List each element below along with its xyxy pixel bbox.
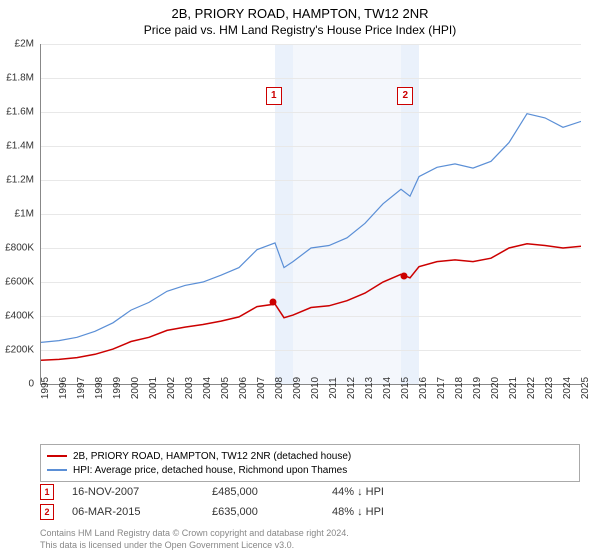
marker-2: 2 <box>397 87 413 105</box>
y-axis-label: £1.2M <box>6 175 34 186</box>
y-axis-label: £1.8M <box>6 73 34 84</box>
legend-item: HPI: Average price, detached house, Rich… <box>47 463 573 477</box>
y-axis-label: £800K <box>5 243 34 254</box>
legend: 2B, PRIORY ROAD, HAMPTON, TW12 2NR (deta… <box>40 444 580 482</box>
chart-container: 2B, PRIORY ROAD, HAMPTON, TW12 2NR Price… <box>0 0 600 560</box>
plot-area: 12 <box>40 44 581 385</box>
x-axis-label: 2008 <box>274 377 285 399</box>
x-axis-label: 2006 <box>238 377 249 399</box>
chart-title: 2B, PRIORY ROAD, HAMPTON, TW12 2NR <box>0 6 600 21</box>
marker-dot-1 <box>269 298 276 305</box>
footer-line1: Contains HM Land Registry data © Crown c… <box>40 528 580 540</box>
x-axis-label: 2012 <box>346 377 357 399</box>
x-axis-label: 2000 <box>130 377 141 399</box>
series-property <box>41 244 581 360</box>
transaction-row: 2 06-MAR-2015£635,00048% ↓ HPI <box>40 502 580 522</box>
x-axis-label: 2003 <box>184 377 195 399</box>
x-axis-label: 2024 <box>562 377 573 399</box>
y-axis-label: £600K <box>5 277 34 288</box>
txn-diff: 48% ↓ HPI <box>332 506 384 518</box>
x-axis-label: 1995 <box>40 377 51 399</box>
y-axis-label: £2M <box>15 39 34 50</box>
x-axis-label: 2019 <box>472 377 483 399</box>
line-plot <box>41 44 581 384</box>
x-axis-label: 2016 <box>418 377 429 399</box>
txn-date: 06-MAR-2015 <box>72 506 212 518</box>
x-axis-label: 2017 <box>436 377 447 399</box>
x-axis-label: 1999 <box>112 377 123 399</box>
txn-marker: 2 <box>40 504 54 520</box>
x-axis-label: 2007 <box>256 377 267 399</box>
x-axis-label: 2005 <box>220 377 231 399</box>
txn-date: 16-NOV-2007 <box>72 486 212 498</box>
legend-label: HPI: Average price, detached house, Rich… <box>73 465 347 476</box>
x-axis-label: 2013 <box>364 377 375 399</box>
legend-item: 2B, PRIORY ROAD, HAMPTON, TW12 2NR (deta… <box>47 449 573 463</box>
txn-price: £635,000 <box>212 506 332 518</box>
x-axis-label: 2018 <box>454 377 465 399</box>
x-axis-label: 2021 <box>508 377 519 399</box>
x-axis-label: 2022 <box>526 377 537 399</box>
x-axis-label: 2020 <box>490 377 501 399</box>
x-axis-label: 2011 <box>328 377 339 399</box>
x-axis-label: 2025 <box>580 377 591 399</box>
x-axis-label: 1998 <box>94 377 105 399</box>
y-axis-label: £1.4M <box>6 141 34 152</box>
footer-attribution: Contains HM Land Registry data © Crown c… <box>40 528 580 551</box>
marker-dot-2 <box>401 273 408 280</box>
x-axis-label: 1997 <box>76 377 87 399</box>
x-axis-label: 2009 <box>292 377 303 399</box>
marker-1: 1 <box>266 87 282 105</box>
footer-line2: This data is licensed under the Open Gov… <box>40 540 580 552</box>
chart-area: 12 0£200K£400K£600K£800K£1M£1.2M£1.4M£1.… <box>40 44 580 404</box>
x-axis-label: 2010 <box>310 377 321 399</box>
x-axis-label: 2002 <box>166 377 177 399</box>
x-axis-label: 2014 <box>382 377 393 399</box>
legend-label: 2B, PRIORY ROAD, HAMPTON, TW12 2NR (deta… <box>73 451 351 462</box>
txn-marker: 1 <box>40 484 54 500</box>
chart-subtitle: Price paid vs. HM Land Registry's House … <box>0 23 600 37</box>
x-axis-label: 1996 <box>58 377 69 399</box>
x-axis-label: 2001 <box>148 377 159 399</box>
transaction-table: 1 16-NOV-2007£485,00044% ↓ HPI 2 06-MAR-201… <box>40 482 580 522</box>
y-axis-label: £200K <box>5 345 34 356</box>
y-axis-label: £1M <box>15 209 34 220</box>
legend-swatch <box>47 455 67 457</box>
txn-price: £485,000 <box>212 486 332 498</box>
x-axis-label: 2004 <box>202 377 213 399</box>
title-block: 2B, PRIORY ROAD, HAMPTON, TW12 2NR Price… <box>0 0 600 37</box>
y-axis-label: £1.6M <box>6 107 34 118</box>
txn-diff: 44% ↓ HPI <box>332 486 384 498</box>
legend-swatch <box>47 469 67 471</box>
x-axis-label: 2015 <box>400 377 411 399</box>
y-axis-label: 0 <box>28 379 34 390</box>
transaction-row: 1 16-NOV-2007£485,00044% ↓ HPI <box>40 482 580 502</box>
x-axis-label: 2023 <box>544 377 555 399</box>
y-axis-label: £400K <box>5 311 34 322</box>
